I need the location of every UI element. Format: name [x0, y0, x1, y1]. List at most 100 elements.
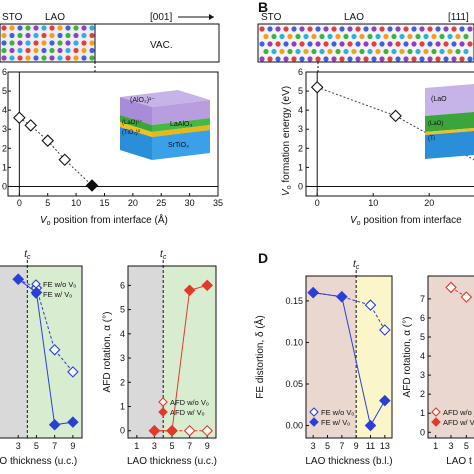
data-point [364, 299, 377, 311]
y-tick-label: 0.00 [285, 421, 303, 431]
data-point [24, 119, 37, 132]
atom [41, 47, 47, 54]
x-tick-label: 20 [128, 198, 138, 208]
x-tick-label: 5 [325, 441, 330, 451]
atom [343, 33, 349, 40]
y-tick-label: 6 [298, 67, 303, 77]
x-tick-label: 0 [315, 198, 320, 208]
atom [335, 33, 341, 40]
y-tick-label: 1 [2, 162, 7, 172]
legend-marker [158, 397, 168, 407]
data-point-filled [336, 290, 348, 303]
legend-label: AFD w/o Vₒ [170, 398, 209, 407]
atom [395, 26, 401, 32]
data-point [389, 109, 402, 123]
atom [25, 32, 31, 39]
legend-marker [31, 289, 41, 299]
atom [25, 25, 31, 31]
atom [17, 25, 23, 31]
x-tick-label: 7 [187, 441, 192, 451]
region-before-tc [128, 266, 164, 438]
plot-frame [0, 265, 83, 439]
atom [351, 33, 357, 40]
y-tick-label: 3 [298, 124, 303, 134]
atom [1, 25, 7, 31]
atom [359, 33, 365, 40]
atom [439, 48, 445, 55]
structure-strip-b: STO LAO [111] [257, 12, 474, 74]
atom [355, 56, 361, 62]
atom [17, 40, 23, 46]
data-point [201, 424, 213, 437]
x-axis-label: LAO t [446, 456, 472, 467]
atom [283, 41, 289, 47]
atom [387, 56, 393, 62]
x-tick-label: 3 [152, 441, 157, 451]
atom [319, 33, 325, 40]
x-axis-label: Vo position from interface (Å) [40, 213, 168, 227]
atom [9, 32, 15, 39]
atom [295, 48, 301, 55]
region-before-tc [0, 266, 28, 438]
y-tick-label: 1 [420, 408, 425, 418]
direction-arrow-head [209, 14, 214, 20]
y-tick-label: 6 [120, 280, 125, 290]
atom [347, 56, 353, 62]
atom [443, 41, 449, 47]
x-tick-label: 25 [156, 198, 166, 208]
atom [331, 26, 337, 32]
atom [403, 41, 409, 47]
x-tick-label: 10 [368, 198, 378, 208]
x-tick-label: 3 [448, 441, 453, 451]
y-tick-label: 3 [120, 353, 125, 363]
atom [291, 41, 297, 47]
atom [41, 32, 47, 39]
data-point [13, 111, 26, 125]
x-tick-label: 3 [311, 441, 316, 451]
atom [311, 33, 317, 40]
x-tick-label: 9 [205, 441, 210, 451]
inset-sto3-label: SrTiO₃ [168, 142, 189, 149]
atom [279, 33, 285, 40]
series-line [18, 278, 74, 373]
x-tick-label: 35 [213, 198, 223, 208]
atom [89, 55, 95, 61]
x-tick-label: 7 [52, 441, 57, 451]
atom [267, 26, 273, 32]
x-tick-label: 0 [17, 198, 22, 208]
atom [65, 40, 71, 46]
y-tick-label: 0.15 [285, 296, 303, 306]
atom [359, 48, 365, 55]
x-tick-label: 5 [34, 441, 39, 451]
atom [81, 40, 87, 46]
y-tick-label: 6 [2, 67, 7, 77]
atom [9, 40, 15, 46]
strip-direction-label: [001] [150, 12, 172, 23]
atom [49, 55, 55, 61]
atom [267, 56, 273, 62]
atom [455, 33, 461, 40]
atom [387, 41, 393, 47]
atom [379, 56, 385, 62]
inset-heterostructure-b: (LaO (LaO) (Ti [425, 84, 474, 159]
tc-label: tc [160, 249, 167, 261]
atom [391, 33, 397, 40]
atom [463, 33, 469, 40]
atom [411, 56, 417, 62]
atom [395, 56, 401, 62]
atom [263, 33, 269, 40]
atom [459, 41, 465, 47]
y-tick-label: 4 [420, 351, 425, 361]
atom [307, 56, 313, 62]
atom [307, 26, 313, 32]
y-tick-label: 0 [298, 181, 303, 191]
data-point [379, 324, 391, 336]
atom [423, 48, 429, 55]
y-tick-label: 3 [2, 124, 7, 134]
atom [459, 56, 465, 62]
atom [431, 48, 437, 55]
x-tick-label: 30 [185, 198, 195, 208]
y-tick-label: 6 [420, 313, 425, 323]
